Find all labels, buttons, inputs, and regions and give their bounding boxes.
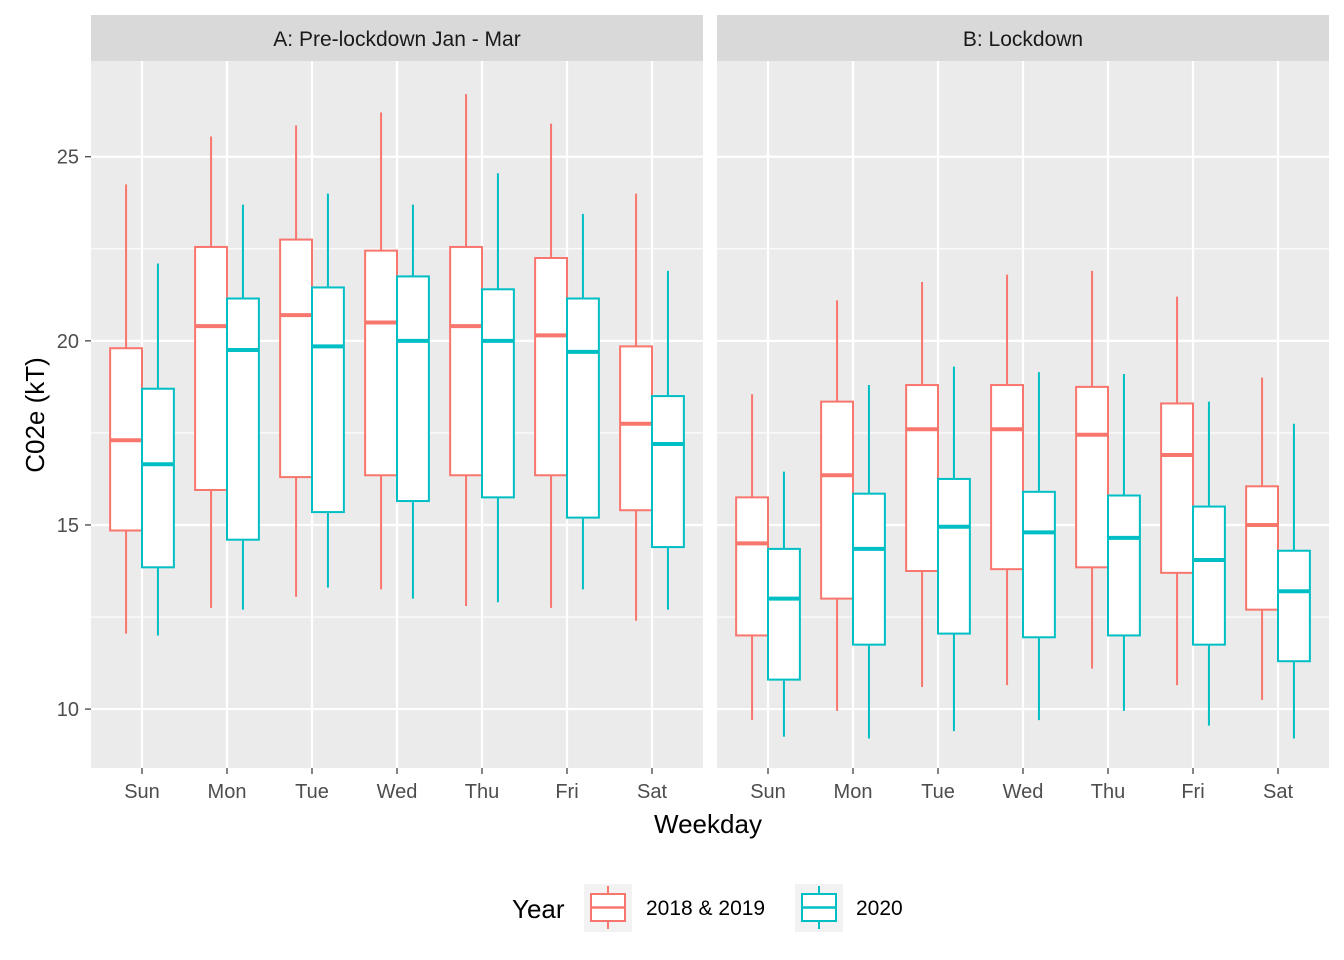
box-2020-tue xyxy=(311,193,345,588)
box-2020-mon xyxy=(226,204,260,610)
legend-key-2020 xyxy=(795,884,843,932)
box-layer xyxy=(109,94,685,636)
iqr-box xyxy=(1245,485,1279,611)
iqr-box xyxy=(311,286,345,514)
legend-label-2018-2019: 2018 & 2019 xyxy=(646,897,765,920)
box-2018-2019-tue xyxy=(279,125,313,597)
box-2018-2019-thu xyxy=(449,94,483,606)
iqr-box xyxy=(1075,385,1109,569)
x-tick-label-wed: Wed xyxy=(1003,781,1044,803)
y-tick-label-20: 20 xyxy=(57,331,79,353)
box-2020-sat xyxy=(651,270,685,610)
x-tick-layer: Sun Mon Tue Wed Thu Fri Sat xyxy=(124,768,667,803)
box-2018-2019-fri xyxy=(1160,296,1194,686)
box-2018-2019-sun xyxy=(735,394,769,721)
iqr-box xyxy=(767,547,801,681)
box-2020-tue xyxy=(937,366,971,732)
box-2020-sun xyxy=(767,471,801,737)
x-tick-layer: Sun Mon Tue Wed Thu Fri Sat xyxy=(750,768,1293,803)
box-2018-2019-thu xyxy=(1075,270,1109,669)
box-layer xyxy=(735,270,1311,739)
iqr-box xyxy=(396,275,430,503)
panel-pre-lockdown: A: Pre-lockdown Jan - Mar Sun Mon Tue Wed Th… xyxy=(91,15,703,803)
legend: Year 2018 & 2019 2020 xyxy=(512,884,903,932)
iqr-box xyxy=(279,238,313,479)
x-tick-label-fri: Fri xyxy=(1181,781,1204,803)
iqr-box xyxy=(1160,402,1194,574)
box-2018-2019-wed xyxy=(990,274,1024,686)
box-2020-fri xyxy=(566,213,600,590)
y-tick-label-15: 15 xyxy=(57,515,79,537)
panel-lockdown: B: Lockdown Sun Mon Tue Wed Thu Fri Sat xyxy=(717,15,1329,803)
strip-background xyxy=(91,15,703,61)
legend-label-2020: 2020 xyxy=(856,897,903,920)
x-tick-label-tue: Tue xyxy=(295,781,329,803)
x-axis-title: Weekday xyxy=(654,809,762,839)
box-2018-2019-sat xyxy=(1245,377,1279,700)
box-2020-sun xyxy=(141,263,175,636)
box-2018-2019-mon xyxy=(194,136,228,608)
x-tick-label-sun: Sun xyxy=(750,781,786,803)
iqr-box xyxy=(1022,490,1056,639)
strip-background xyxy=(717,15,1329,61)
iqr-box xyxy=(194,245,228,491)
box-2020-wed xyxy=(1022,372,1056,721)
x-tick-label-fri: Fri xyxy=(555,781,578,803)
x-tick-label-sun: Sun xyxy=(124,781,160,803)
box-2018-2019-tue xyxy=(905,281,939,687)
box-2020-sat xyxy=(1277,423,1311,739)
panel-title: A: Pre-lockdown Jan - Mar xyxy=(273,28,520,51)
iqr-box xyxy=(905,384,939,572)
box-2020-thu xyxy=(481,173,515,603)
panel-title: B: Lockdown xyxy=(963,28,1083,51)
iqr-box xyxy=(481,288,515,499)
iqr-box xyxy=(449,245,483,477)
iqr-box xyxy=(1192,505,1226,646)
x-tick-label-thu: Thu xyxy=(465,781,499,803)
x-tick-label-mon: Mon xyxy=(834,781,873,803)
iqr-box xyxy=(364,249,398,477)
iqr-box xyxy=(619,345,653,512)
x-tick-label-sat: Sat xyxy=(637,781,667,803)
box-2020-fri xyxy=(1192,401,1226,726)
iqr-box xyxy=(566,297,600,519)
y-tick-label-10: 10 xyxy=(57,699,79,721)
iqr-box xyxy=(820,400,854,600)
legend-title: Year xyxy=(512,894,565,924)
x-tick-label-sat: Sat xyxy=(1263,781,1293,803)
y-axis-title: C02e (kT) xyxy=(20,357,50,473)
x-tick-label-mon: Mon xyxy=(208,781,247,803)
iqr-box xyxy=(1277,549,1311,663)
iqr-box xyxy=(852,492,886,646)
box-2020-thu xyxy=(1107,373,1141,711)
iqr-box xyxy=(534,257,568,477)
box-2020-wed xyxy=(396,204,430,599)
iqr-box xyxy=(1107,494,1141,637)
x-tick-label-thu: Thu xyxy=(1091,781,1125,803)
iqr-box xyxy=(226,297,260,541)
iqr-box xyxy=(651,395,685,549)
box-2018-2019-fri xyxy=(534,123,568,608)
y-tick-label-25: 25 xyxy=(57,147,79,169)
x-tick-label-wed: Wed xyxy=(377,781,418,803)
legend-key-2018-2019 xyxy=(584,884,632,932)
iqr-box xyxy=(990,384,1024,571)
box-2018-2019-sun xyxy=(109,184,143,634)
iqr-box xyxy=(735,496,769,637)
box-2018-2019-mon xyxy=(820,300,854,711)
iqr-box xyxy=(937,477,971,635)
iqr-box xyxy=(141,387,175,569)
box-2020-mon xyxy=(852,385,886,739)
x-tick-label-tue: Tue xyxy=(921,781,955,803)
y-axis: 10 15 20 25 xyxy=(57,147,91,721)
